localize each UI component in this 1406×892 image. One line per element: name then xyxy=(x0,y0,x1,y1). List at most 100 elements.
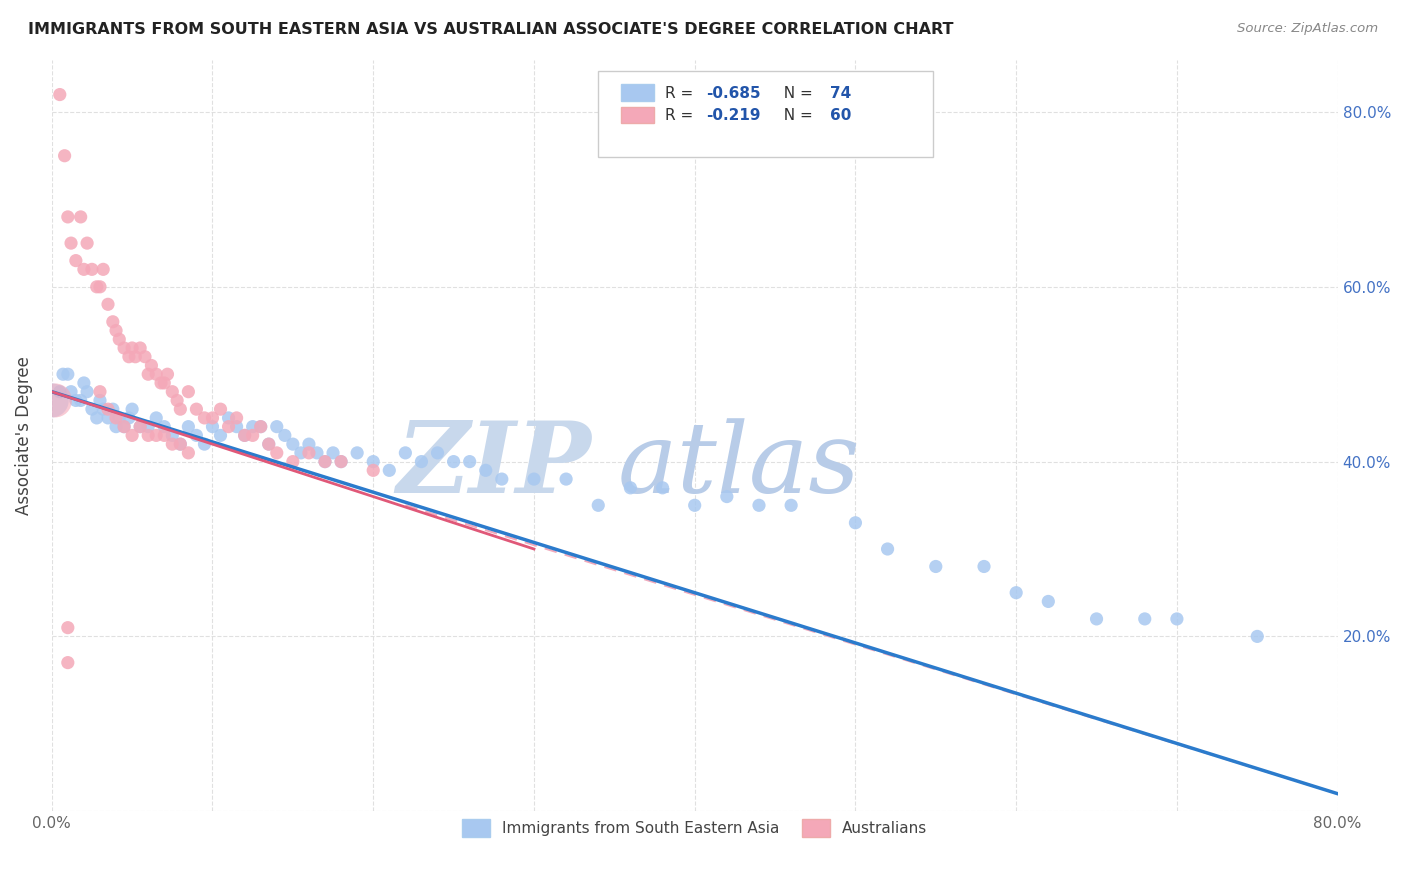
Point xyxy=(69,393,91,408)
Point xyxy=(134,350,156,364)
Point xyxy=(101,315,124,329)
Point xyxy=(153,419,176,434)
Text: -0.685: -0.685 xyxy=(706,86,761,101)
Point xyxy=(1085,612,1108,626)
Point xyxy=(330,454,353,468)
Point xyxy=(65,393,87,408)
FancyBboxPatch shape xyxy=(621,85,654,101)
Point xyxy=(56,621,79,635)
Point xyxy=(1166,612,1188,626)
Point xyxy=(121,428,143,442)
Point xyxy=(314,454,336,468)
Point xyxy=(305,446,328,460)
Point xyxy=(121,341,143,355)
Point xyxy=(186,428,208,442)
Point xyxy=(716,490,738,504)
Point xyxy=(458,454,481,468)
Point xyxy=(201,419,224,434)
Point xyxy=(112,419,135,434)
Point xyxy=(112,341,135,355)
Point xyxy=(209,428,232,442)
Point xyxy=(89,280,111,294)
Point xyxy=(225,419,247,434)
Point xyxy=(266,419,288,434)
Point xyxy=(1038,594,1060,608)
Point xyxy=(1005,585,1028,599)
Point xyxy=(209,402,232,417)
Point xyxy=(91,402,114,417)
Point xyxy=(162,428,184,442)
Y-axis label: Associate's Degree: Associate's Degree xyxy=(15,356,32,515)
Text: Source: ZipAtlas.com: Source: ZipAtlas.com xyxy=(1237,22,1378,36)
Text: N =: N = xyxy=(775,109,818,123)
Point xyxy=(145,411,167,425)
Point xyxy=(169,437,191,451)
Point xyxy=(76,236,98,251)
Point xyxy=(523,472,546,486)
Point xyxy=(73,262,96,277)
Point xyxy=(973,559,995,574)
Point xyxy=(555,472,578,486)
Point xyxy=(651,481,673,495)
Point xyxy=(80,402,103,417)
Text: R =: R = xyxy=(665,86,699,101)
Point xyxy=(314,454,336,468)
Point xyxy=(233,428,256,442)
Point xyxy=(105,324,128,338)
Point xyxy=(361,463,384,477)
Point xyxy=(86,280,108,294)
Point xyxy=(56,210,79,224)
Point xyxy=(193,411,215,425)
Point xyxy=(619,481,641,495)
FancyBboxPatch shape xyxy=(621,107,654,123)
Point xyxy=(218,411,240,425)
Point xyxy=(65,253,87,268)
Point xyxy=(153,376,176,390)
Point xyxy=(257,437,280,451)
Text: 60: 60 xyxy=(830,109,851,123)
Point xyxy=(86,411,108,425)
Point xyxy=(124,350,146,364)
Point xyxy=(141,359,163,373)
Point xyxy=(73,376,96,390)
Point xyxy=(330,454,353,468)
Text: ZIP: ZIP xyxy=(396,417,592,514)
Text: IMMIGRANTS FROM SOUTH EASTERN ASIA VS AUSTRALIAN ASSOCIATE'S DEGREE CORRELATION : IMMIGRANTS FROM SOUTH EASTERN ASIA VS AU… xyxy=(28,22,953,37)
Point xyxy=(1133,612,1156,626)
Point xyxy=(145,368,167,382)
Point xyxy=(105,411,128,425)
Point xyxy=(474,463,496,477)
Point xyxy=(108,411,131,425)
Point xyxy=(145,428,167,442)
Legend: Immigrants from South Eastern Asia, Australians: Immigrants from South Eastern Asia, Aust… xyxy=(454,811,935,845)
Point xyxy=(290,446,312,460)
Point xyxy=(844,516,866,530)
Text: 74: 74 xyxy=(830,86,851,101)
Point xyxy=(108,332,131,346)
Point xyxy=(129,419,152,434)
Point xyxy=(56,368,79,382)
Point xyxy=(91,262,114,277)
Point xyxy=(201,411,224,425)
Point xyxy=(242,428,264,442)
Text: N =: N = xyxy=(775,86,818,101)
Point xyxy=(136,428,159,442)
Point xyxy=(118,411,141,425)
Point xyxy=(162,384,184,399)
Point xyxy=(60,384,83,399)
Point xyxy=(394,446,416,460)
Point xyxy=(166,393,188,408)
Point xyxy=(491,472,513,486)
Point xyxy=(361,454,384,468)
Point xyxy=(586,498,609,512)
Point xyxy=(411,454,433,468)
Point xyxy=(53,149,76,163)
Point xyxy=(76,384,98,399)
Point xyxy=(1246,629,1268,643)
Point xyxy=(298,437,321,451)
Point xyxy=(49,87,72,102)
Point xyxy=(169,402,191,417)
Point xyxy=(156,368,179,382)
Point xyxy=(49,384,72,399)
Point xyxy=(876,541,898,556)
